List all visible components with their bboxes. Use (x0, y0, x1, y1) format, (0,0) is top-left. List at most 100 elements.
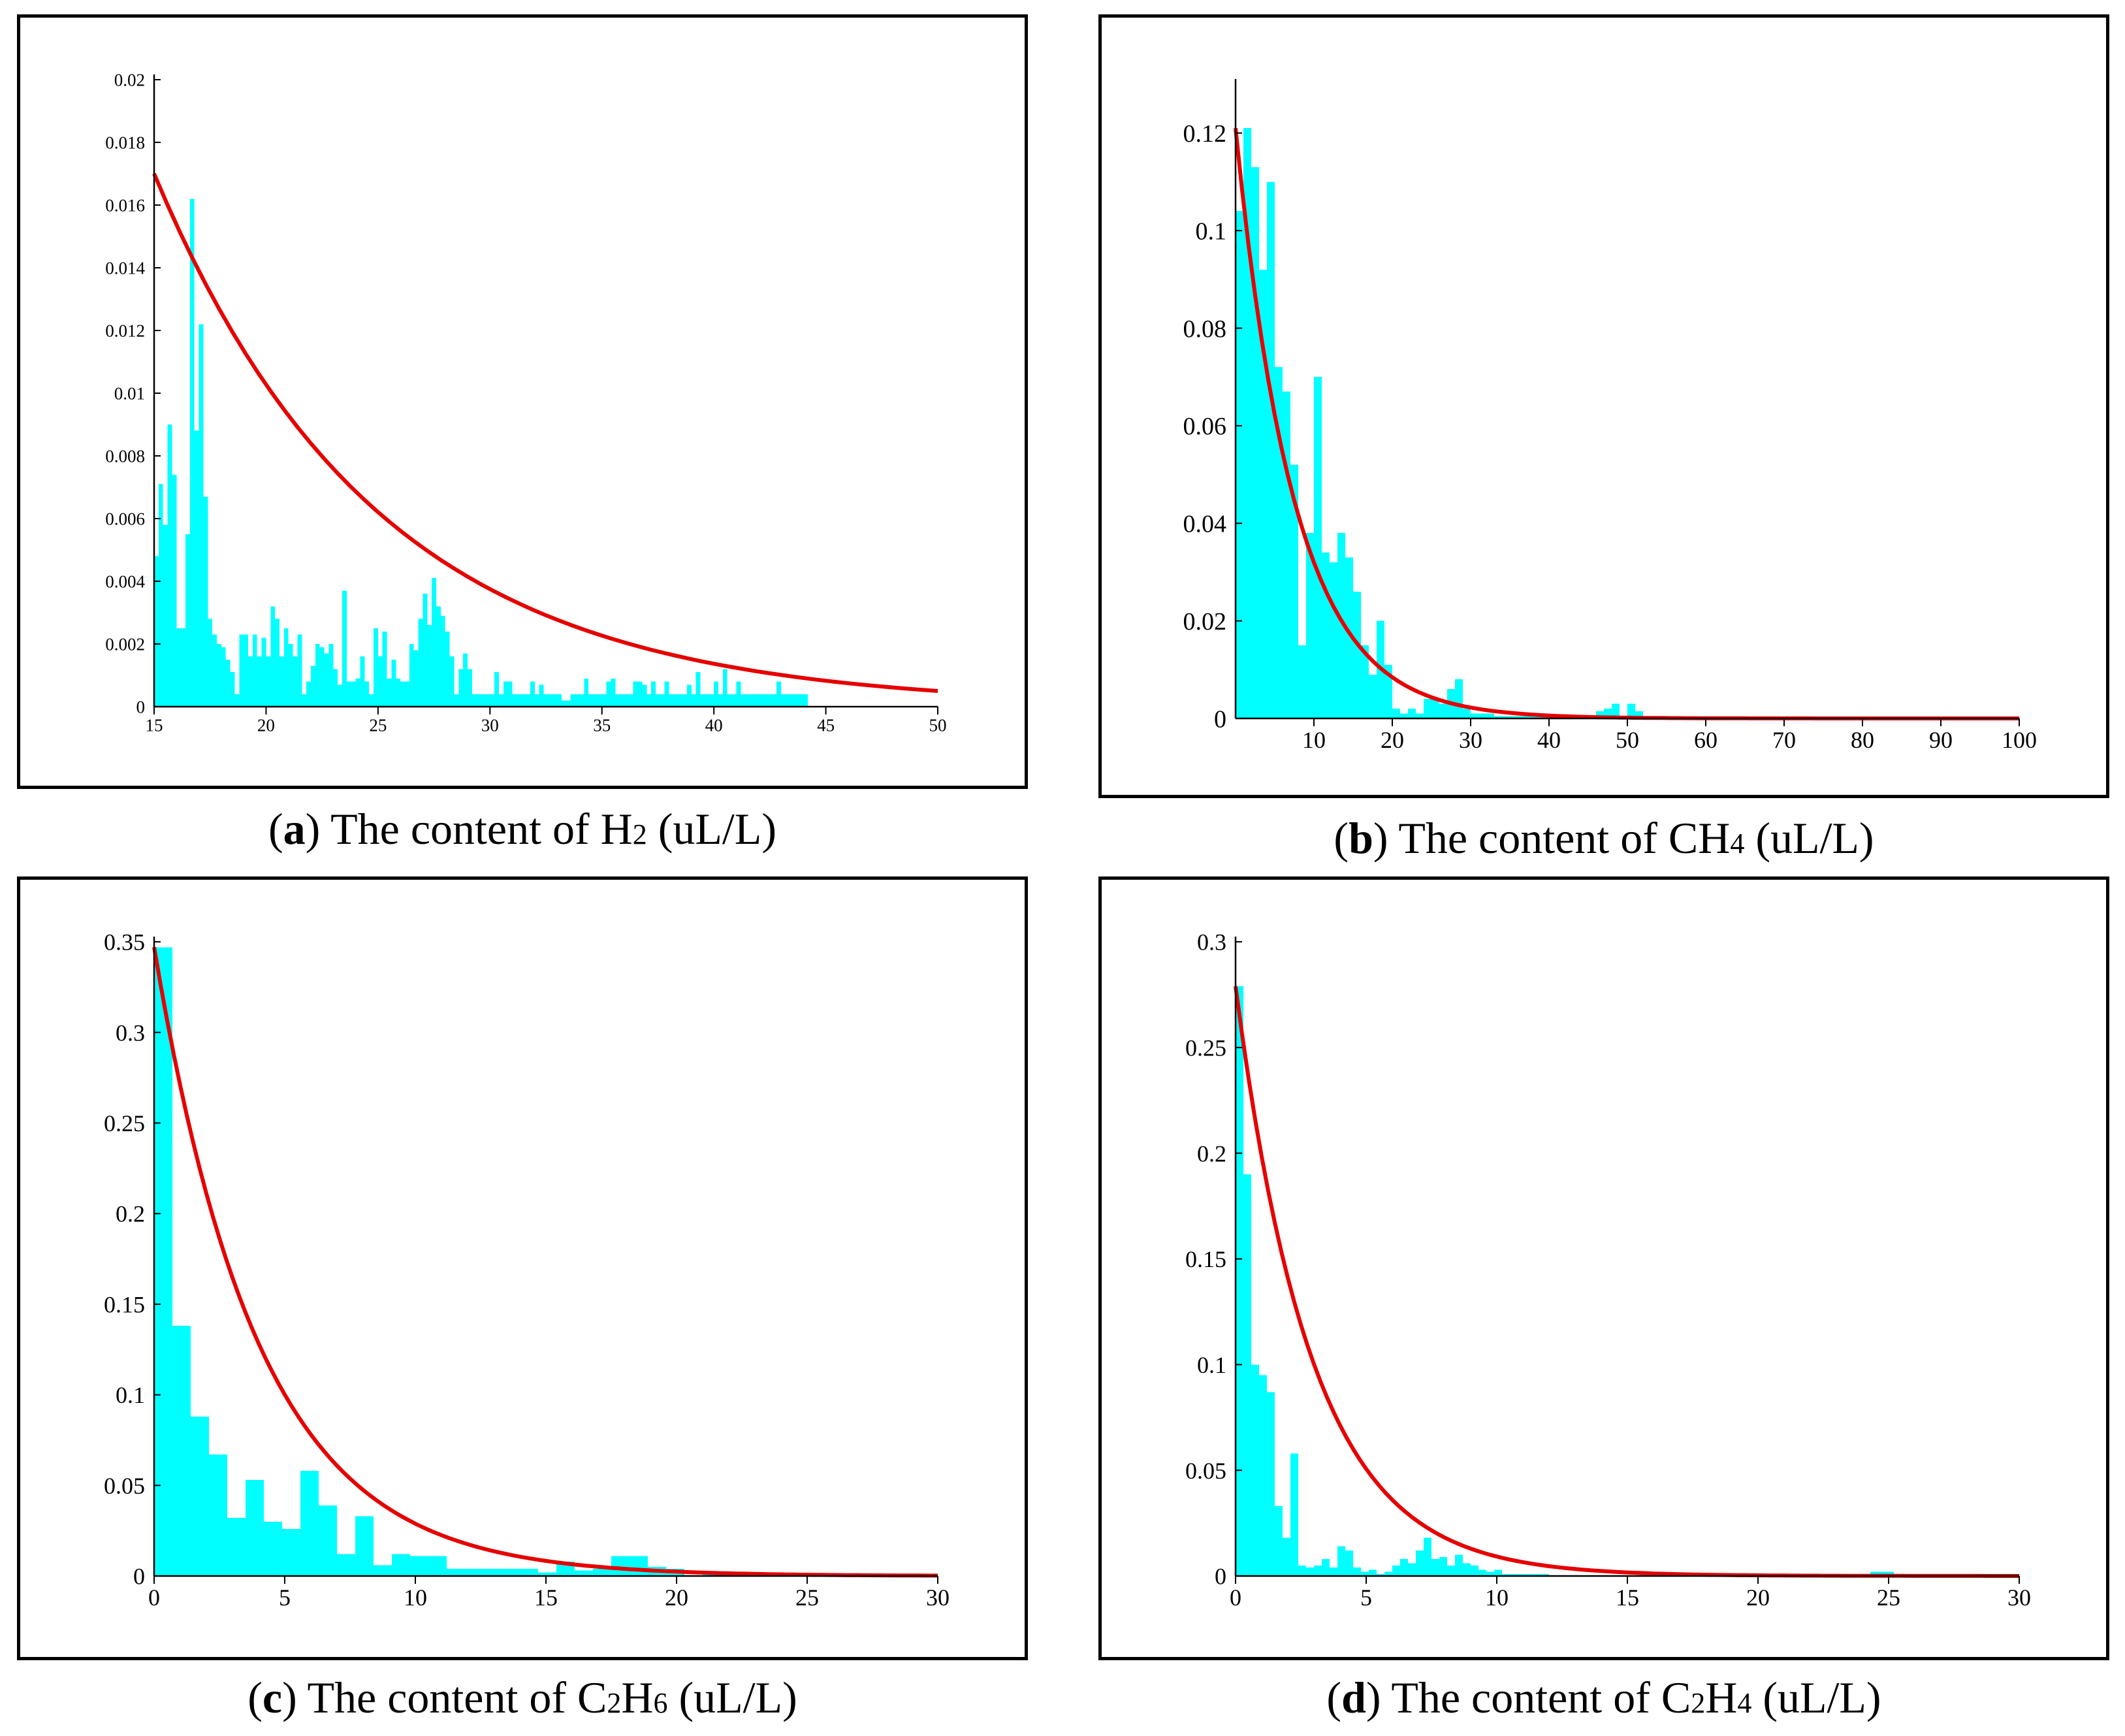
histogram-bar (382, 631, 387, 707)
y-tick-label: 0.25 (1185, 1035, 1226, 1061)
histogram-bar (239, 634, 244, 707)
x-tick-label: 10 (1302, 727, 1326, 753)
histogram-bar (543, 694, 549, 707)
histogram-bar (288, 644, 293, 707)
histogram-bar (534, 694, 539, 707)
histogram-bar (270, 606, 276, 707)
histogram-bar (579, 694, 584, 707)
histogram-bar (342, 590, 347, 707)
chart-c: 0 0.05 0.1 0.15 0.2 0.25 0.3 0.35 0 5 10 15 20 25 30 (104, 929, 950, 1611)
fitted-curve (1234, 986, 2019, 1578)
caption-text: The content of CH (1398, 813, 1731, 863)
histogram-bar (351, 681, 356, 707)
histogram-bar (311, 666, 315, 707)
histogram-bar (1408, 1563, 1416, 1576)
histogram-bar (803, 694, 808, 707)
histogram-bar (1439, 1556, 1447, 1576)
histogram-bar (1243, 128, 1251, 718)
histogram-bar (758, 694, 763, 707)
histogram-bar (628, 694, 633, 707)
histogram-bar (1526, 1573, 1533, 1576)
histogram-bar (1275, 367, 1283, 718)
histogram-bar (208, 619, 213, 707)
histogram-bar (1259, 1375, 1267, 1576)
histogram-bar (1463, 709, 1471, 718)
histogram-bar (781, 694, 786, 707)
histogram-bar (1431, 1559, 1439, 1576)
histogram-bar (428, 1556, 447, 1576)
histogram-bar (374, 1565, 392, 1576)
histogram-bar (481, 694, 486, 707)
histogram-bar (217, 644, 221, 707)
x-tick-label: 30 (926, 1584, 950, 1611)
histogram-bar (785, 694, 790, 707)
histogram-bar (396, 678, 401, 707)
histogram-bar (615, 694, 620, 707)
y-tick-label: 0.016 (105, 195, 145, 215)
histogram-bar (630, 1556, 648, 1576)
y-tick-label: 0.01 (114, 383, 145, 403)
histogram-bar (355, 678, 360, 707)
histogram-bar (722, 669, 727, 707)
histogram-bar (1298, 1565, 1306, 1576)
histogram-bar (1471, 713, 1478, 718)
histogram-bar (447, 1568, 465, 1576)
histogram-bar (656, 694, 660, 707)
histogram-bar (1330, 1567, 1337, 1576)
histogram-bar (297, 634, 302, 707)
histogram-bar (261, 637, 266, 707)
caption-unit: (uL/L) (1744, 813, 1874, 863)
caption-unit: (uL/L) (1751, 1673, 1881, 1722)
x-tick-label: 30 (2007, 1584, 2031, 1611)
histogram-bar (1251, 167, 1259, 718)
histogram-bar (1541, 1573, 1549, 1576)
histogram-bar (1463, 1563, 1471, 1576)
caption-b: (b) The content of CH4 (uL/L) (1334, 813, 1874, 863)
x-tick-label: 100 (2002, 727, 2037, 753)
caption-label: d (1341, 1673, 1366, 1722)
histogram-bar (1627, 703, 1635, 718)
histogram-bar (476, 694, 481, 707)
histogram-bar (1408, 709, 1416, 718)
histogram-bar (1486, 1571, 1494, 1576)
caption-subscript-2: 4 (1737, 1687, 1752, 1719)
histogram-bar (727, 694, 732, 707)
histogram-bar (588, 694, 593, 707)
histogram-bar (181, 628, 185, 707)
histogram-bar (503, 681, 508, 707)
caption-unit: (uL/L) (647, 804, 776, 854)
histogram-bar (620, 694, 624, 707)
caption-subscript: 4 (1730, 828, 1745, 860)
histogram-bar (1306, 533, 1314, 718)
histogram-bar (1526, 716, 1533, 718)
histogram-bar (234, 694, 240, 707)
histogram-bar (1870, 1571, 1878, 1576)
histogram-bar (624, 694, 629, 707)
histogram-bar (512, 694, 517, 707)
histogram-bar (611, 678, 616, 707)
histogram-bar (1510, 716, 1518, 718)
histogram-bar (575, 1570, 593, 1576)
histogram-bar (167, 425, 172, 707)
histogram-bar (212, 634, 217, 707)
histogram-bar (282, 1528, 300, 1576)
histogram-bar (705, 694, 710, 707)
y-tick-label: 0 (1215, 1564, 1226, 1590)
histogram-bar (731, 694, 737, 707)
histogram-bar (1314, 377, 1322, 718)
histogram-bar (566, 700, 571, 707)
caption-subscript-2: 6 (653, 1687, 668, 1719)
x-tick-label: 0 (148, 1584, 160, 1611)
histogram-bar (191, 1416, 209, 1576)
histogram-bar (695, 672, 701, 707)
histogram-bar (1494, 1569, 1502, 1576)
x-tick-label: 45 (817, 716, 835, 735)
histogram-bar (1330, 562, 1337, 718)
histogram-bar (440, 615, 445, 707)
histogram-bar (333, 669, 338, 707)
histogram-bar (664, 681, 669, 707)
histogram-bar (203, 496, 208, 707)
histogram-bar (521, 694, 526, 707)
histogram-bar (154, 947, 172, 1576)
histogram-bars (1236, 128, 1643, 718)
